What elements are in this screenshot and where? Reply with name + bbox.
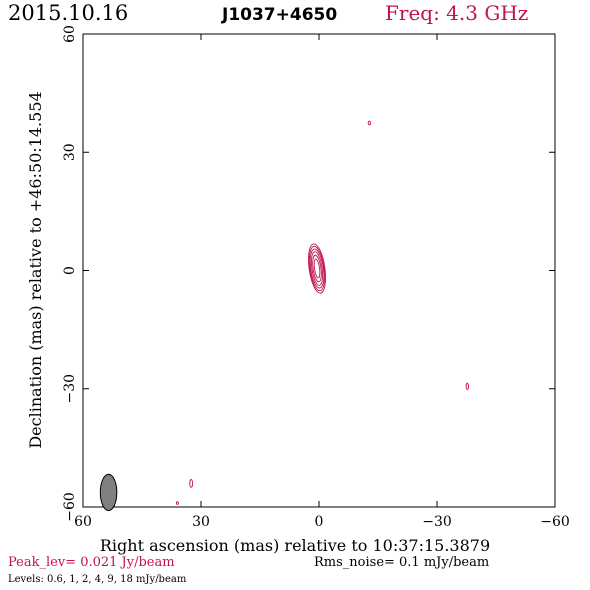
x-tick-label: −30 <box>422 514 452 530</box>
beam-layer <box>99 473 118 512</box>
y-tick-label: 60 <box>62 25 78 43</box>
y-tick-labels: −60 −30 0 30 60 <box>62 25 78 522</box>
contour-line <box>189 478 193 488</box>
component-blob-right <box>465 382 469 390</box>
x-tick-label: 60 <box>74 514 92 530</box>
y-tick-label: 30 <box>62 143 78 161</box>
contour-line <box>313 258 321 279</box>
beam-ellipse <box>99 473 118 512</box>
x-tick-label: 0 <box>315 514 324 530</box>
contour-line <box>312 254 322 283</box>
contour-line <box>308 243 327 294</box>
component-core <box>308 243 327 294</box>
y-axis-label: Declination (mas) relative to +46:50:14.… <box>26 91 45 448</box>
contour-line <box>308 245 326 292</box>
contour-line <box>367 120 371 126</box>
x-tick-label: 30 <box>192 514 210 530</box>
peak-level: Peak_lev= 0.021 Jy/beam <box>8 555 175 570</box>
plot-frame <box>82 33 556 508</box>
contour-line <box>310 251 324 286</box>
contour-line <box>309 248 325 289</box>
y-tick-label: −30 <box>62 374 78 404</box>
component-blob-bottom-tiny <box>175 501 179 505</box>
observation-date: 2015.10.16 <box>8 1 128 25</box>
rms-noise: Rms_noise= 0.1 mJy/beam <box>314 555 489 570</box>
contour-levels: Levels: 0.6, 1, 2, 4, 9, 18 mJy/beam <box>8 574 187 585</box>
source-name: J1037+4650 <box>221 5 337 25</box>
component-blob-top <box>367 120 371 126</box>
component-blob-bottom-left <box>189 478 193 488</box>
x-axis-label: Right ascension (mas) relative to 10:37:… <box>100 536 490 555</box>
y-tick-label: 0 <box>62 266 78 275</box>
x-tick-labels: 60 30 0 −30 −60 <box>74 514 570 530</box>
contour-layer <box>175 120 469 505</box>
x-tick-label: −60 <box>540 514 570 530</box>
frequency-label: Freq: 4.3 GHz <box>385 1 528 25</box>
axis-ticks <box>82 33 556 508</box>
y-tick-label: −60 <box>62 492 78 522</box>
contour-line <box>465 382 469 390</box>
contour-line <box>175 501 179 505</box>
